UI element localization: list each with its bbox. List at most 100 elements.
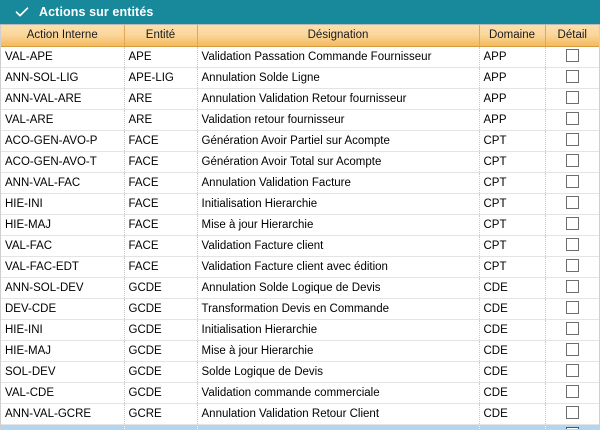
cell-entite: GCRE <box>124 403 198 425</box>
cell-action-interne: HIE-INI <box>1 193 125 215</box>
column-header-action-interne[interactable]: Action Interne <box>1 25 125 47</box>
cell-action-interne: ANN-SOL-LIG <box>1 67 125 89</box>
cell-action-interne: VAL-FAC <box>1 235 125 257</box>
table-row[interactable]: HIE-INI GCDE Initialisation Hierarchie CDE <box>1 319 599 341</box>
column-header-designation[interactable]: Désignation <box>197 25 480 47</box>
detail-checkbox[interactable] <box>565 406 579 420</box>
cell-designation: Annulation Solde Ligne <box>197 67 480 89</box>
cell-action-interne: ANN-VAL-ARE <box>1 88 125 110</box>
table-row[interactable]: ANN-VAL-ARE ARE Annulation Validation Reto… <box>1 88 599 110</box>
cell-detail <box>545 109 599 131</box>
cell-detail <box>545 423 599 429</box>
cell-designation: Mise à jour Hierarchie <box>197 340 480 362</box>
cell-action-interne: VAL-CDE <box>1 382 125 404</box>
column-header-domaine[interactable]: Domaine <box>479 25 546 47</box>
detail-checkbox[interactable] <box>565 91 579 105</box>
cell-designation: Validation Retour Client <box>197 423 480 429</box>
cell-detail <box>545 277 599 299</box>
cell-action-interne: HIE-MAJ <box>1 340 125 362</box>
cell-entite: GCDE <box>124 382 198 404</box>
cell-entite: FACE <box>124 256 198 278</box>
cell-detail <box>545 67 599 89</box>
table-row[interactable]: ACO-GEN-AVO-T FACE Génération Avoir Total … <box>1 151 599 173</box>
table-row[interactable]: ANN-VAL-GCRE GCRE Annulation Validation Re… <box>1 403 599 425</box>
table-row[interactable]: DEV-CDE GCDE Transformation Devis en Comma… <box>1 298 599 320</box>
detail-checkbox[interactable] <box>565 427 579 429</box>
detail-checkbox[interactable] <box>565 322 579 336</box>
cell-entite: GCRE <box>124 423 198 429</box>
cell-detail <box>545 319 599 341</box>
table-row[interactable]: SOL-DEV GCDE Solde Logique de Devis CDE <box>1 361 599 383</box>
cell-detail <box>545 172 599 194</box>
cell-designation: Validation Facture client avec édition <box>197 256 480 278</box>
detail-checkbox[interactable] <box>565 364 579 378</box>
table-row[interactable]: VAL-FAC FACE Validation Facture client CPT <box>1 235 599 257</box>
detail-checkbox[interactable] <box>565 385 579 399</box>
panel-title-bar: Actions sur entités <box>0 0 600 25</box>
cell-domaine: CDE <box>479 382 546 404</box>
cell-entite: APE <box>124 46 198 68</box>
table-row[interactable]: VAL-CDE GCDE Validation commande commercia… <box>1 382 599 404</box>
cell-entite: FACE <box>124 214 198 236</box>
cell-detail <box>545 340 599 362</box>
detail-checkbox[interactable] <box>565 133 579 147</box>
cell-detail <box>545 46 599 68</box>
table-body: VAL-APE APE Validation Passation Commande … <box>1 46 599 429</box>
table-row[interactable]: VAL-ARE ARE Validation retour fournisseur A… <box>1 109 599 131</box>
detail-checkbox[interactable] <box>565 301 579 315</box>
cell-detail <box>545 382 599 404</box>
cell-domaine: CDE <box>479 319 546 341</box>
cell-designation: Génération Avoir Total sur Acompte <box>197 151 480 173</box>
cell-entite: ARE <box>124 88 198 110</box>
cell-action-interne: VAL-FAC-EDT <box>1 256 125 278</box>
cell-entite: GCDE <box>124 361 198 383</box>
detail-checkbox[interactable] <box>565 70 579 84</box>
column-header-entite[interactable]: Entité <box>124 25 198 47</box>
detail-checkbox[interactable] <box>565 49 579 63</box>
detail-checkbox[interactable] <box>565 259 579 273</box>
cell-entite: APE-LIG <box>124 67 198 89</box>
detail-checkbox[interactable] <box>565 238 579 252</box>
cell-detail <box>545 193 599 215</box>
cell-detail <box>545 130 599 152</box>
cell-domaine: CPT <box>479 130 546 152</box>
cell-action-interne: ANN-VAL-GCRE <box>1 403 125 425</box>
table-row[interactable]: HIE-MAJ GCDE Mise à jour Hierarchie CDE <box>1 340 599 362</box>
panel-title: Actions sur entités <box>39 4 154 19</box>
cell-domaine: CPT <box>479 193 546 215</box>
table-row[interactable]: ANN-SOL-LIG APE-LIG Annulation Solde Ligne… <box>1 67 599 89</box>
table-row[interactable]: ANN-SOL-DEV GCDE Annulation Solde Logique … <box>1 277 599 299</box>
cell-entite: GCDE <box>124 319 198 341</box>
table-header-row: Action Interne Entité Désignation Domain… <box>1 25 599 47</box>
cell-detail <box>545 235 599 257</box>
cell-detail <box>545 88 599 110</box>
cell-domaine: CPT <box>479 172 546 194</box>
cell-domaine: CDE <box>479 340 546 362</box>
cell-entite: FACE <box>124 235 198 257</box>
detail-checkbox[interactable] <box>565 154 579 168</box>
cell-designation: Validation Facture client <box>197 235 480 257</box>
table-row[interactable]: ANN-VAL-FAC FACE Annulation Validation Fac… <box>1 172 599 194</box>
cell-detail <box>545 361 599 383</box>
table-row[interactable]: HIE-INI FACE Initialisation Hierarchie CPT <box>1 193 599 215</box>
detail-checkbox[interactable] <box>565 196 579 210</box>
cell-action-interne: DEV-CDE <box>1 298 125 320</box>
detail-checkbox[interactable] <box>565 217 579 231</box>
table-row[interactable]: VAL-FAC-EDT FACE Validation Facture client… <box>1 256 599 278</box>
detail-checkbox[interactable] <box>565 175 579 189</box>
detail-checkbox[interactable] <box>565 112 579 126</box>
detail-checkbox[interactable] <box>565 343 579 357</box>
detail-checkbox[interactable] <box>565 280 579 294</box>
table-row[interactable]: VAL-APE APE Validation Passation Commande … <box>1 46 599 68</box>
actions-table-container[interactable]: Action Interne Entité Désignation Domain… <box>0 25 600 430</box>
cell-designation: Annulation Validation Facture <box>197 172 480 194</box>
cell-domaine: CDE <box>479 423 546 429</box>
table-row[interactable]: HIE-MAJ FACE Mise à jour Hierarchie CPT <box>1 214 599 236</box>
column-header-detail[interactable]: Détail <box>545 25 599 47</box>
table-row[interactable]: ACO-GEN-AVO-P FACE Génération Avoir Partie… <box>1 130 599 152</box>
cell-designation: Validation commande commerciale <box>197 382 480 404</box>
cell-designation: Initialisation Hierarchie <box>197 193 480 215</box>
cell-domaine: CPT <box>479 235 546 257</box>
